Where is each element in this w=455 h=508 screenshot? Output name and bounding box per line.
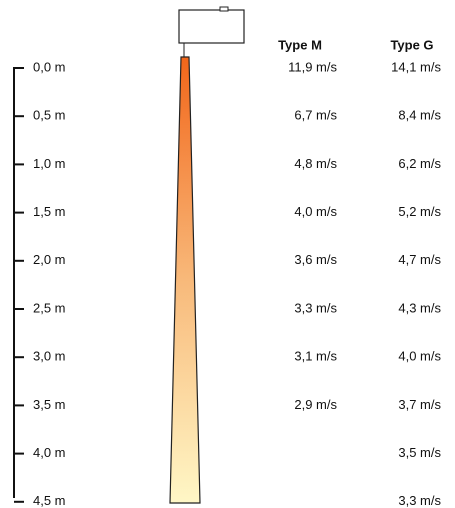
velocity-value: 11,9 m/s <box>288 59 337 74</box>
device <box>178 6 245 58</box>
velocity-value: 3,6 m/s <box>294 252 337 267</box>
velocity-value: 8,4 m/s <box>398 108 441 123</box>
velocity-value: 6,2 m/s <box>398 156 441 171</box>
distance-label: 4,5 m <box>33 493 66 508</box>
velocity-value: 4,8 m/s <box>294 156 337 171</box>
velocity-value: 6,7 m/s <box>294 108 337 123</box>
velocity-value: 4,3 m/s <box>398 300 441 315</box>
velocity-value: 3,1 m/s <box>294 349 337 364</box>
distance-label: 0,5 m <box>33 108 66 123</box>
distance-label: 1,5 m <box>33 204 66 219</box>
distance-label: 0,0 m <box>33 59 66 74</box>
distance-label: 2,0 m <box>33 252 66 267</box>
velocity-value: 2,9 m/s <box>294 397 337 412</box>
velocity-value: 5,2 m/s <box>398 204 441 219</box>
velocity-value: 4,0 m/s <box>294 204 337 219</box>
column-header: Type G <box>390 37 433 52</box>
column-header: Type M <box>278 37 322 52</box>
distance-label: 3,5 m <box>33 397 66 412</box>
velocity-value: 3,3 m/s <box>294 300 337 315</box>
distance-label: 1,0 m <box>33 156 66 171</box>
distance-label: 3,0 m <box>33 349 66 364</box>
velocity-value: 3,5 m/s <box>398 445 441 460</box>
distance-label: 2,5 m <box>33 300 66 315</box>
velocity-value: 14,1 m/s <box>391 59 441 74</box>
velocity-value: 3,3 m/s <box>398 493 441 508</box>
air-stream <box>169 56 201 504</box>
velocity-value: 4,7 m/s <box>398 252 441 267</box>
velocity-value: 4,0 m/s <box>398 349 441 364</box>
velocity-value: 3,7 m/s <box>398 397 441 412</box>
distance-label: 4,0 m <box>33 445 66 460</box>
